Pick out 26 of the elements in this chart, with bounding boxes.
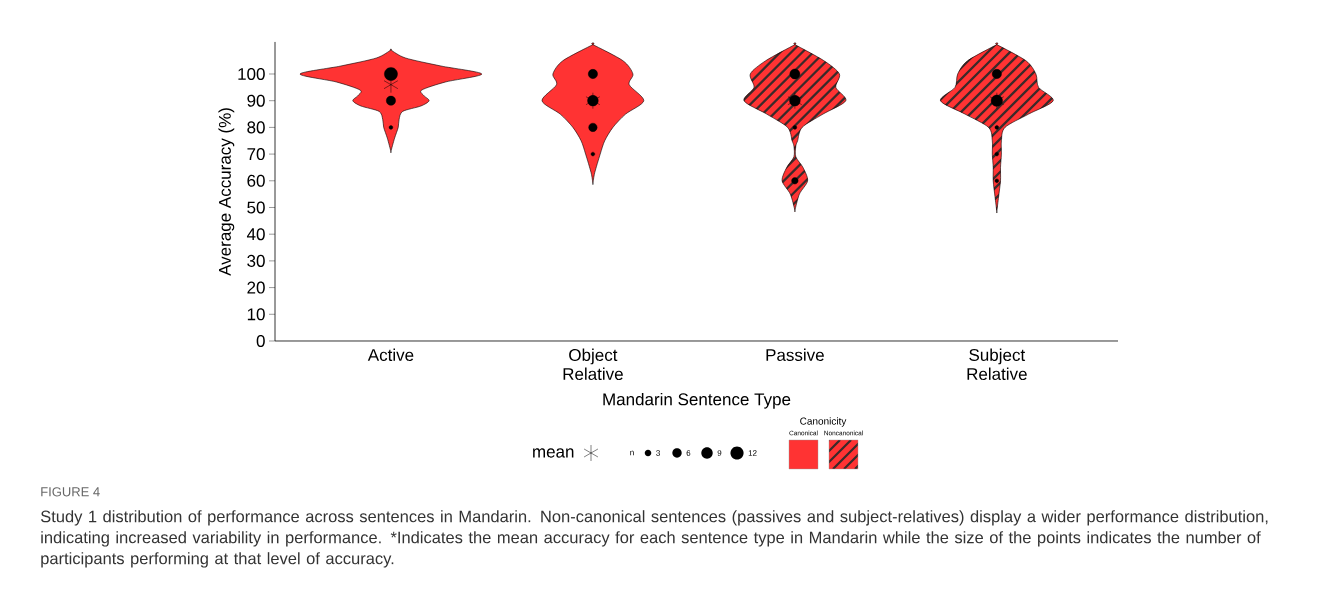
legend-label: 9	[717, 450, 722, 456]
y-tick-label: 50	[247, 201, 265, 214]
y-tick-label: 70	[247, 148, 265, 161]
x-tick-label: Object Relative	[563, 348, 623, 381]
text: n	[630, 450, 634, 456]
x-tick-label: Subject Relative	[967, 348, 1027, 381]
y-tick-label: 100	[238, 67, 265, 81]
x-tick-label: Passive	[766, 348, 824, 362]
legend-label: mean	[533, 448, 574, 458]
y-tick-label: 60	[247, 174, 265, 187]
y-tick-label: 40	[246, 228, 265, 241]
x-axis-title: Mandarin Sentence Type	[603, 392, 791, 409]
legend-label: 6	[686, 450, 691, 456]
y-tick-label: 90	[247, 94, 265, 107]
y-tick-label: 80	[247, 121, 265, 134]
y-tick-label: 10	[247, 308, 265, 321]
legend-label: 12	[748, 450, 757, 456]
y-tick-label: 0	[256, 334, 265, 348]
text: Study 1 distribution of performance across sentences in Mandarin. Non-canonical sentences (passives and subject-relatives) display a wider performance distribution, indicating increased variability in performance. *Indicates the mean accuracy for each sentence type in Mandarin while the size of the points indicates the number of participants performing at that level of accuracy.	[40, 510, 1268, 568]
y-axis-title: Average Accuracy (%)	[218, 108, 235, 276]
y-tick-label: 20	[247, 281, 265, 294]
legend-label: 3	[656, 450, 660, 456]
legend-title: Canonicity	[800, 417, 847, 427]
x-tick-label: Active	[367, 348, 414, 362]
y-tick-label: 30	[247, 254, 265, 267]
caption: FIGURE 4	[41, 487, 100, 497]
